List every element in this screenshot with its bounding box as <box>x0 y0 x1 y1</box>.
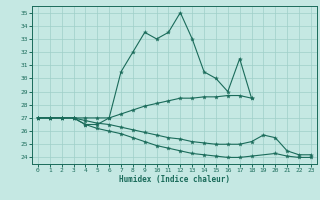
X-axis label: Humidex (Indice chaleur): Humidex (Indice chaleur) <box>119 175 230 184</box>
